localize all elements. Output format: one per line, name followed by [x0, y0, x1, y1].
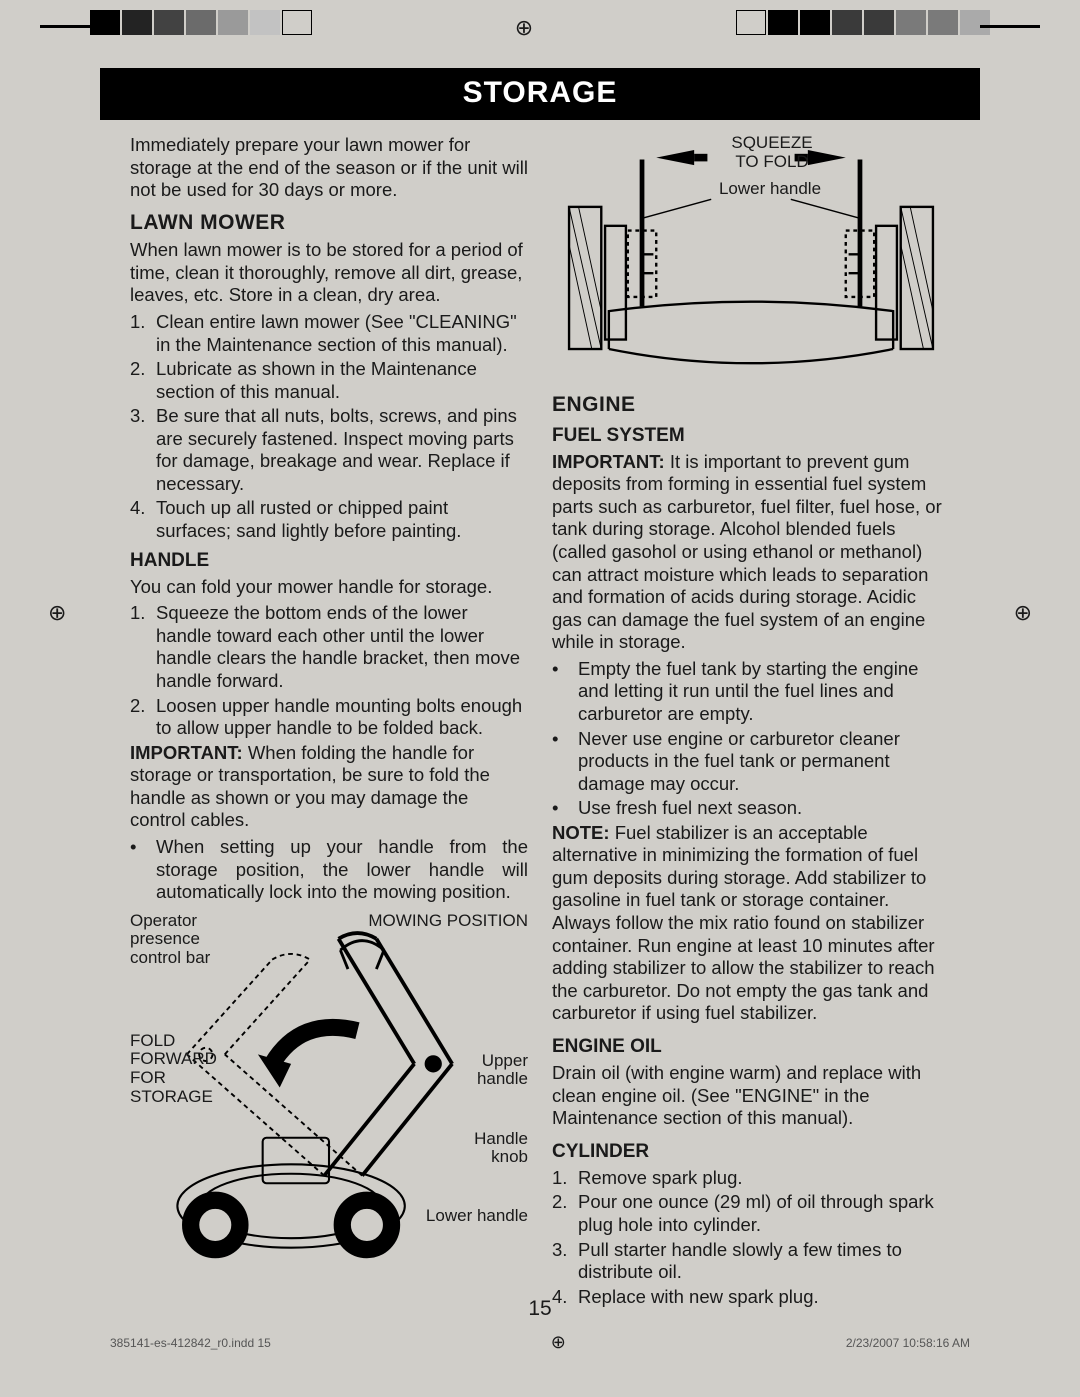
handle-important: IMPORTANT: When folding the handle for s…: [130, 742, 528, 832]
engine-oil-heading: ENGINE OIL: [552, 1035, 950, 1058]
fig2-squeeze-label: SQUEEZE TO FOLD: [722, 134, 822, 171]
page-content: STORAGE Immediately prepare your lawn mo…: [100, 68, 980, 1317]
handle-steps: 1.Squeeze the bottom ends of the lower h…: [130, 602, 528, 739]
step-text: Pull starter handle slowly a few times t…: [578, 1239, 950, 1284]
crop-tick: [40, 25, 100, 28]
fig2-lower-label: Lower handle: [710, 180, 830, 199]
bullet-text: Use fresh fuel next season.: [578, 797, 802, 820]
mower-front-figure: SQUEEZE TO FOLD Lower handle: [552, 134, 950, 384]
step-text: Clean entire lawn mower (See "CLEANING" …: [156, 311, 528, 356]
right-column: SQUEEZE TO FOLD Lower handle ENGINE FUEL…: [552, 134, 950, 1310]
registration-mark-left: ⊕: [48, 600, 66, 626]
fig1-fold-label: FOLD FORWARD FOR STORAGE: [130, 1032, 220, 1107]
left-column: Immediately prepare your lawn mower for …: [130, 134, 528, 1310]
step-text: Replace with new spark plug.: [578, 1286, 819, 1309]
step-text: Remove spark plug.: [578, 1167, 743, 1190]
footer: 385141-es-412842_r0.indd 15 ⊕ 2/23/2007 …: [110, 1336, 970, 1357]
section-header: STORAGE: [100, 68, 980, 120]
registration-mark-top: ⊕: [515, 15, 533, 41]
crop-marks-top: ⊕: [0, 10, 1080, 50]
fuel-note: NOTE: Fuel stabilizer is an acceptable a…: [552, 822, 950, 1025]
fuel-important: IMPORTANT: It is important to prevent gu…: [552, 451, 950, 654]
footer-left: 385141-es-412842_r0.indd 15: [110, 1336, 271, 1357]
step-text: Touch up all rusted or chipped paint sur…: [156, 497, 528, 542]
crop-mark-left: [90, 10, 312, 35]
engine-heading: ENGINE: [552, 392, 950, 418]
footer-right: 2/23/2007 10:58:16 AM: [846, 1336, 970, 1357]
fig1-upper-label: Upper handle: [458, 1052, 528, 1089]
bullet-text: When setting up your handle from the sto…: [156, 836, 528, 904]
step-text: Lubricate as shown in the Maintenance se…: [156, 358, 528, 403]
fuel-system-heading: FUEL SYSTEM: [552, 424, 950, 447]
step-text: Pour one ounce (29 ml) of oil through sp…: [578, 1191, 950, 1236]
lawn-mower-intro: When lawn mower is to be stored for a pe…: [130, 239, 528, 307]
intro-text: Immediately prepare your lawn mower for …: [130, 134, 528, 202]
crop-tick: [980, 25, 1040, 28]
cylinder-steps: 1.Remove spark plug. 2.Pour one ounce (2…: [552, 1167, 950, 1308]
registration-mark-right: ⊕: [1014, 600, 1032, 626]
fig1-operator-label: Operator presence control bar: [130, 912, 240, 968]
mower-front-svg: [552, 134, 950, 384]
step-text: Loosen upper handle mounting bolts enoug…: [156, 695, 528, 740]
bullet-text: Empty the fuel tank by starting the engi…: [578, 658, 950, 726]
step-text: Be sure that all nuts, bolts, screws, an…: [156, 405, 528, 495]
fig1-mowing-label: MOWING POSITION: [368, 912, 528, 931]
lawn-mower-heading: LAWN MOWER: [130, 210, 528, 236]
fig1-lower-label: Lower handle: [426, 1207, 528, 1226]
crop-mark-right: [736, 10, 990, 35]
fig1-knob-label: Handle knob: [458, 1130, 528, 1167]
step-text: Squeeze the bottom ends of the lower han…: [156, 602, 528, 692]
registration-mark-bottom: ⊕: [551, 1332, 566, 1353]
page-number: 15: [528, 1297, 551, 1321]
handle-intro: You can fold your mower handle for stora…: [130, 576, 528, 599]
lawn-mower-steps: 1.Clean entire lawn mower (See "CLEANING…: [130, 311, 528, 543]
engine-oil-body: Drain oil (with engine warm) and replace…: [552, 1062, 950, 1130]
mower-side-figure: Operator presence control bar MOWING POS…: [130, 912, 528, 1282]
handle-bullets: •When setting up your handle from the st…: [130, 836, 528, 904]
bullet-text: Never use engine or carburetor cleaner p…: [578, 728, 950, 796]
handle-heading: HANDLE: [130, 549, 528, 572]
fuel-bullets: •Empty the fuel tank by starting the eng…: [552, 658, 950, 820]
cylinder-heading: CYLINDER: [552, 1140, 950, 1163]
